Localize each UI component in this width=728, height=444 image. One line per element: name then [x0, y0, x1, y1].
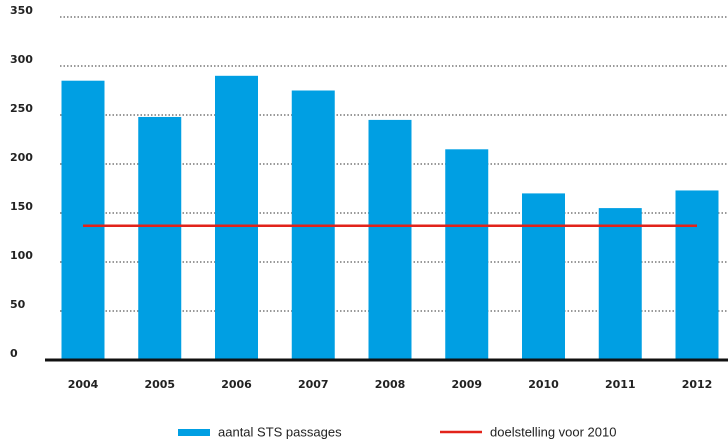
- legend-label: doelstelling voor 2010: [490, 424, 616, 439]
- y-tick-label: 50: [10, 298, 26, 311]
- y-tick-label: 250: [10, 102, 33, 115]
- legend-label: aantal STS passages: [218, 424, 342, 439]
- y-tick-label: 150: [10, 200, 33, 213]
- y-tick-label: 350: [10, 4, 33, 17]
- bar: [61, 80, 105, 360]
- y-tick-label: 0: [10, 347, 18, 360]
- bar: [522, 193, 565, 360]
- bar: [368, 119, 412, 361]
- x-tick-label: 2012: [682, 378, 713, 391]
- x-tick-label: 2007: [298, 378, 329, 391]
- y-tick-label: 200: [10, 151, 33, 164]
- x-tick-label: 2006: [221, 378, 252, 391]
- bar: [445, 149, 489, 360]
- bar: [215, 75, 258, 361]
- x-tick-label: 2004: [68, 378, 99, 391]
- legend-swatch: [178, 429, 210, 436]
- x-tick-label: 2010: [528, 378, 559, 391]
- x-tick-label: 2011: [605, 378, 636, 391]
- x-tick-label: 2009: [451, 378, 482, 391]
- x-tick-label: 2005: [144, 378, 175, 391]
- bar: [138, 116, 182, 361]
- x-tick-label: 2008: [375, 378, 406, 391]
- bar: [598, 208, 642, 360]
- y-tick-label: 100: [10, 249, 33, 262]
- y-tick-label: 300: [10, 53, 33, 66]
- bar: [675, 190, 719, 360]
